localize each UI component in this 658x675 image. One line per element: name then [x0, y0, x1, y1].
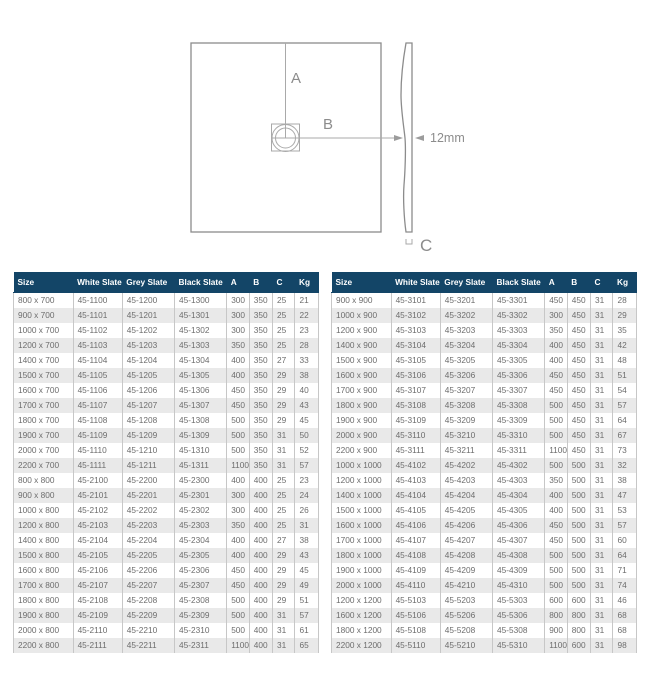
- svg-text:A: A: [291, 70, 301, 87]
- svg-text:B: B: [323, 116, 333, 133]
- svg-text:C: C: [420, 236, 432, 255]
- svg-text:12mm: 12mm: [430, 131, 465, 145]
